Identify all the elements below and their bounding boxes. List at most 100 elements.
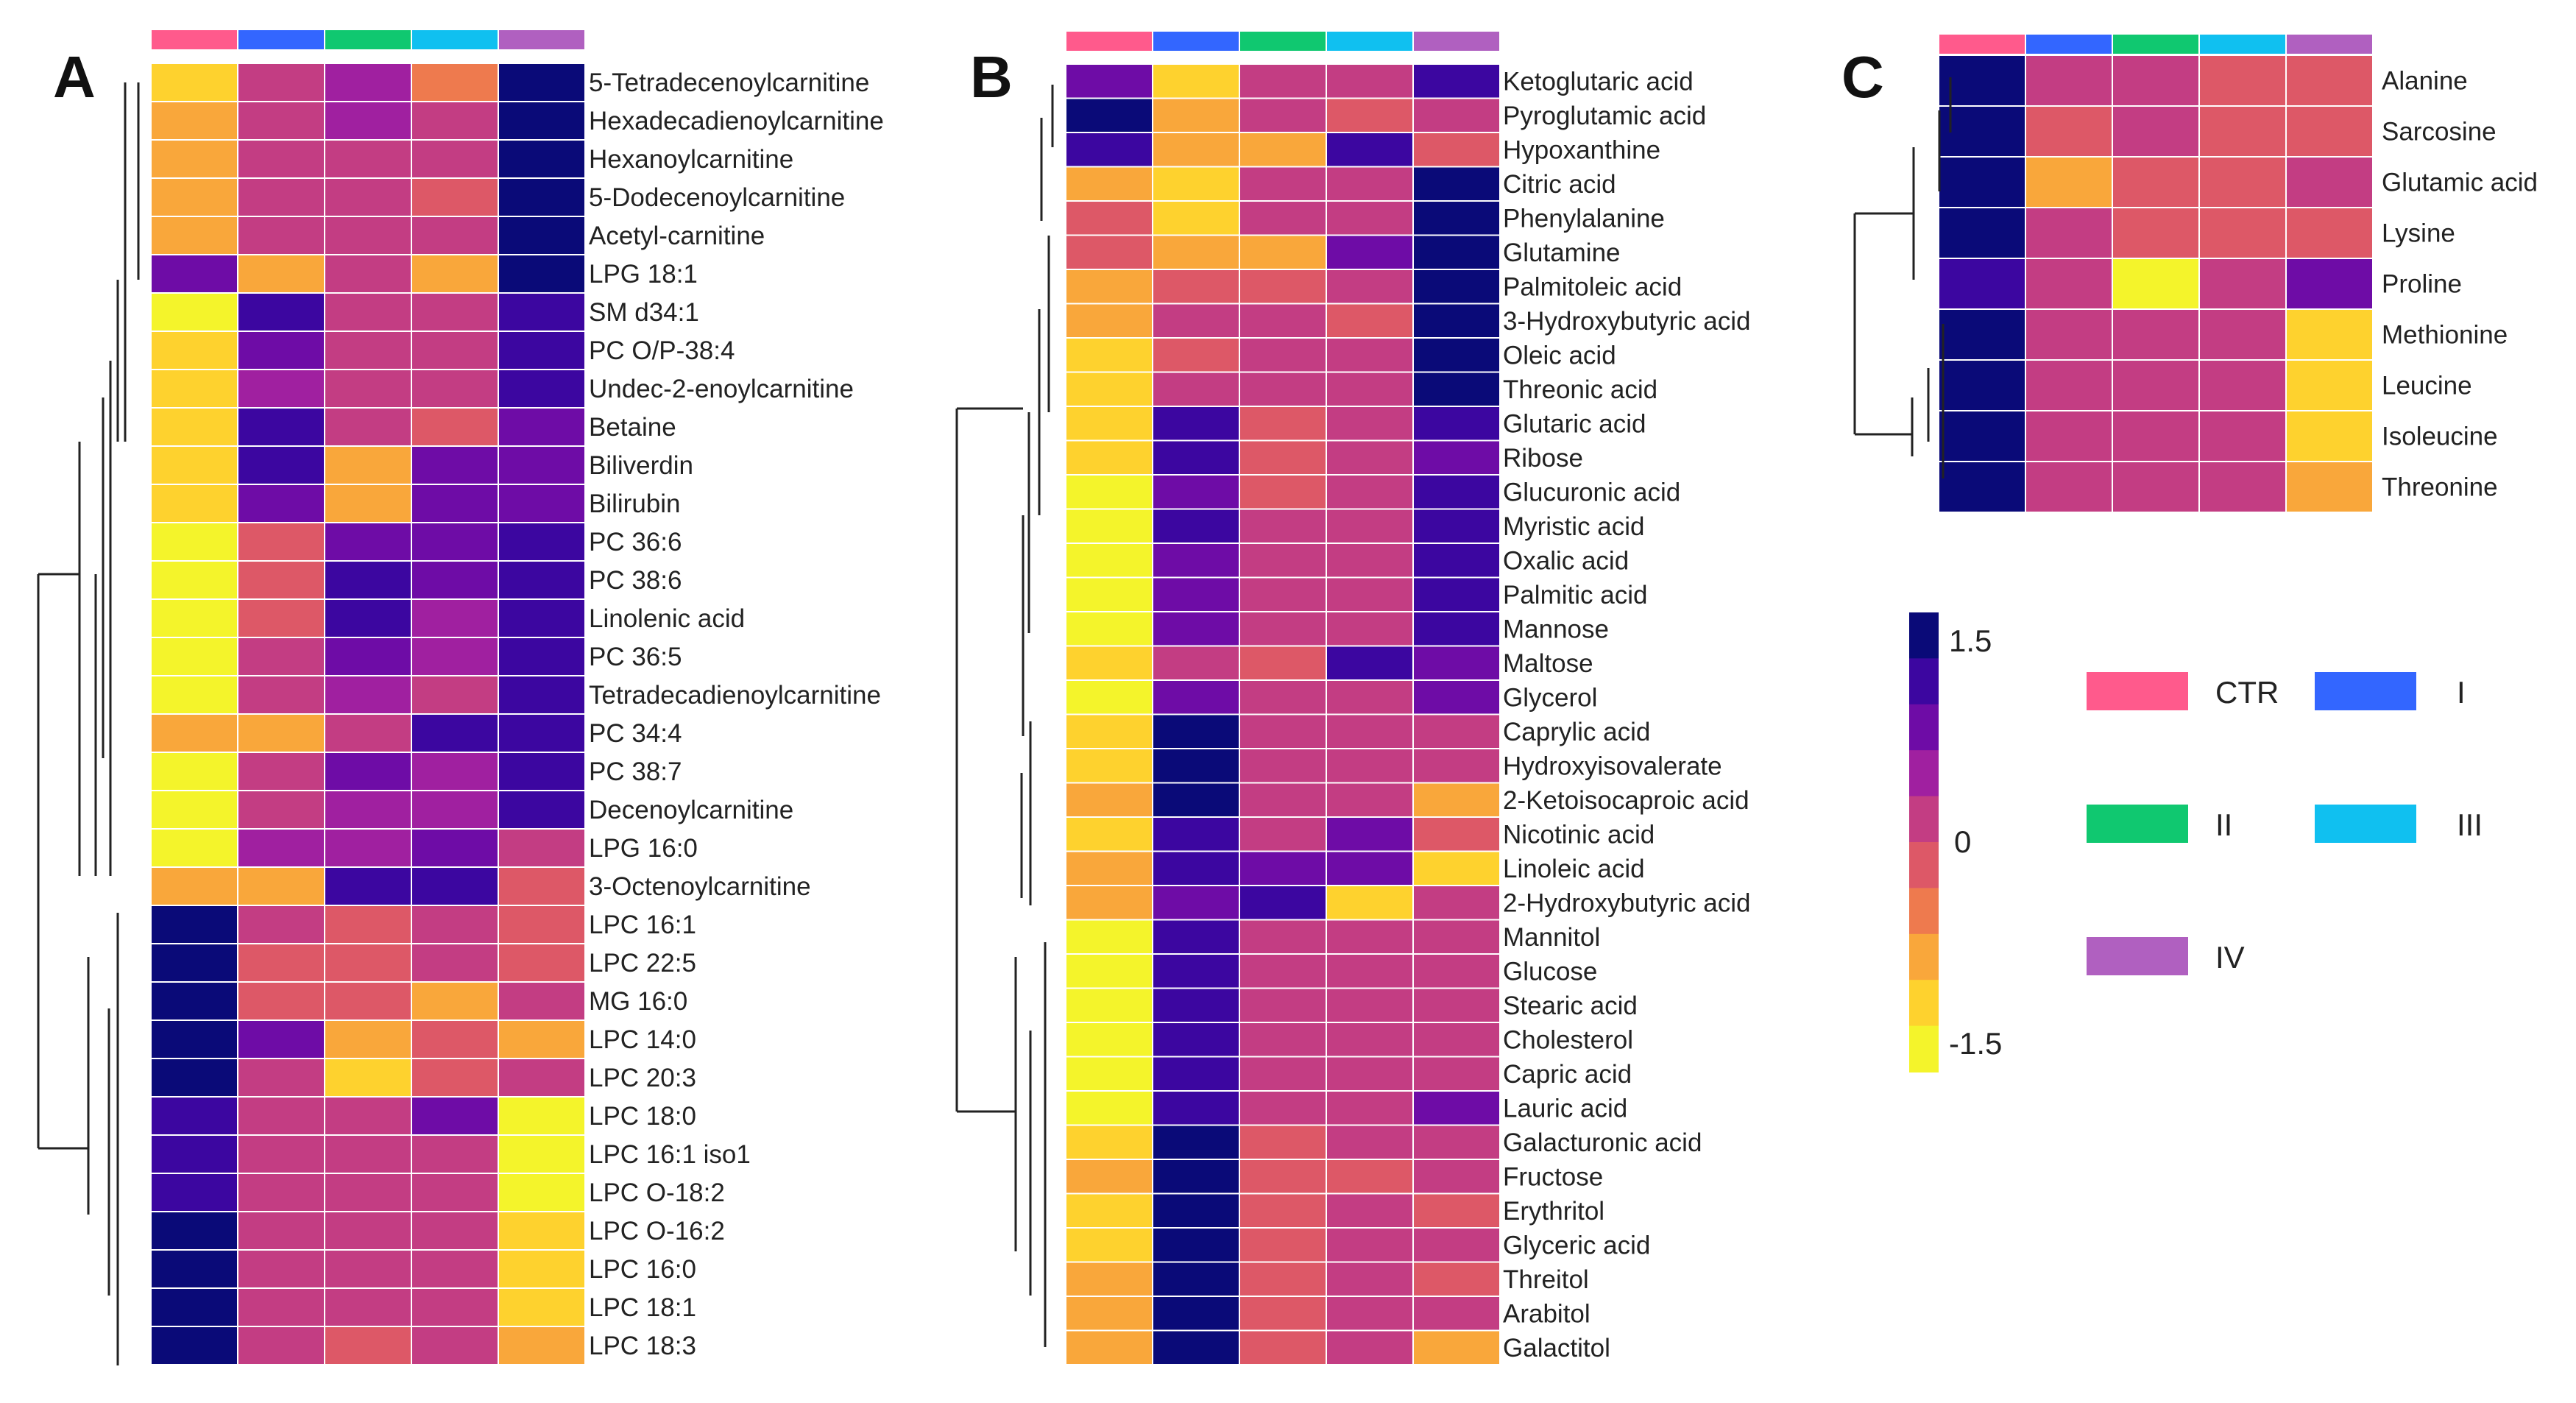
heatmap-cell xyxy=(1326,337,1414,373)
column-header-iii xyxy=(2198,33,2287,55)
heatmap-cell xyxy=(1239,1227,1327,1263)
heatmap-cell xyxy=(150,752,238,791)
row-label: Betaine xyxy=(589,413,676,442)
heatmap-cell xyxy=(1152,200,1240,236)
heatmap-cell xyxy=(150,1096,238,1136)
heatmap-cell xyxy=(411,1058,499,1098)
heatmap-cell xyxy=(2285,410,2374,462)
legend-label-iv: IV xyxy=(2215,940,2245,975)
heatmap-panel-a: 5-Tetradecenoylcarnitine Hexadecadienoylc… xyxy=(150,29,884,1365)
heatmap-cell xyxy=(1326,543,1414,579)
heatmap-cell xyxy=(324,1249,412,1289)
heatmap-cell xyxy=(1326,1261,1414,1297)
column-header-iii xyxy=(411,29,499,51)
heatmap-cell xyxy=(1065,816,1153,852)
heatmap-cell xyxy=(1326,645,1414,681)
heatmap-cell xyxy=(1412,782,1501,818)
heatmap-cell xyxy=(1239,1124,1327,1160)
heatmap-cell xyxy=(237,1019,325,1059)
heatmap-cell xyxy=(411,522,499,562)
heatmap-cell xyxy=(411,407,499,447)
heatmap-cell xyxy=(1239,576,1327,612)
heatmap-cell xyxy=(498,139,586,179)
heatmap-cell xyxy=(1239,1022,1327,1058)
column-header-ctr xyxy=(150,29,238,51)
row-label: MG 16:0 xyxy=(589,987,687,1016)
heatmap-cell xyxy=(324,484,412,523)
row-label: LPC O-18:2 xyxy=(589,1178,725,1207)
heatmap-cell xyxy=(1326,474,1414,510)
heatmap-cell xyxy=(324,216,412,255)
heatmap-cell xyxy=(1412,543,1501,579)
heatmap-cell xyxy=(1152,1296,1240,1332)
heatmap-cell xyxy=(498,905,586,944)
heatmap-cell xyxy=(150,177,238,217)
heatmap-cell xyxy=(1239,543,1327,579)
row-label: Biliverdin xyxy=(589,451,693,480)
heatmap-cell xyxy=(1326,97,1414,133)
heatmap-cell xyxy=(411,828,499,868)
heatmap-cell xyxy=(1065,474,1153,510)
heatmap-cell xyxy=(1326,987,1414,1023)
heatmap-cell xyxy=(150,713,238,753)
row-label: LPC 16:0 xyxy=(589,1255,696,1284)
heatmap-cell xyxy=(411,675,499,715)
heatmap-cell xyxy=(1239,953,1327,989)
heatmap-cell xyxy=(1065,1261,1153,1297)
heatmap-cell xyxy=(1152,987,1240,1023)
heatmap-cell xyxy=(1152,782,1240,818)
column-header-i xyxy=(237,29,325,51)
heatmap-cell xyxy=(1412,234,1501,270)
heatmap-cell xyxy=(411,177,499,217)
heatmap-cell xyxy=(498,63,586,102)
row-label: Stearic acid xyxy=(1503,992,1638,1020)
row-label: Pyroglutamic acid xyxy=(1503,102,1706,130)
heatmap-cell xyxy=(237,101,325,141)
heatmap-cell xyxy=(2285,359,2374,411)
heatmap-cell xyxy=(237,713,325,753)
row-label: Threonic acid xyxy=(1503,375,1657,404)
heatmap-cell xyxy=(1412,1124,1501,1160)
heatmap-cell xyxy=(1065,1090,1153,1126)
row-label: Methionine xyxy=(2382,321,2508,350)
heatmap-cell xyxy=(237,177,325,217)
heatmap-cell xyxy=(1239,371,1327,407)
heatmap-cell xyxy=(237,560,325,600)
heatmap-cell xyxy=(498,484,586,523)
heatmap-cell xyxy=(498,560,586,600)
heatmap-cell xyxy=(150,1134,238,1174)
heatmap-cell xyxy=(1326,132,1414,168)
heatmap-cell xyxy=(1326,816,1414,852)
heatmap-cell xyxy=(150,560,238,600)
heatmap-cell xyxy=(2025,359,2113,411)
heatmap-cell xyxy=(324,1173,412,1212)
row-label: Palmitic acid xyxy=(1503,581,1647,609)
row-label: Nicotinic acid xyxy=(1503,820,1655,849)
heatmap-cell xyxy=(1412,713,1501,749)
column-header-ii xyxy=(2112,33,2200,55)
heatmap-cell xyxy=(498,1287,586,1327)
heatmap-cell xyxy=(1065,303,1153,339)
row-label: Hypoxanthine xyxy=(1503,135,1660,164)
heatmap-cell xyxy=(1152,474,1240,510)
heatmap-cell xyxy=(1065,200,1153,236)
heatmap-cell xyxy=(237,63,325,102)
heatmap-cell xyxy=(1326,748,1414,784)
heatmap-cell xyxy=(1239,269,1327,305)
heatmap-cell xyxy=(237,1249,325,1289)
heatmap-cell xyxy=(1239,748,1327,784)
heatmap-cell xyxy=(1152,1124,1240,1160)
heatmap-cell xyxy=(324,139,412,179)
legend-swatch-iv xyxy=(2087,937,2188,975)
heatmap-cell xyxy=(1152,919,1240,955)
heatmap-cell xyxy=(237,1287,325,1327)
heatmap-cell xyxy=(1326,303,1414,339)
heatmap-cell xyxy=(2025,105,2113,158)
row-label: Linolenic acid xyxy=(589,604,745,633)
row-label: Sarcosine xyxy=(2382,118,2497,146)
heatmap-cell xyxy=(1412,303,1501,339)
row-label: Linoleic acid xyxy=(1503,855,1645,883)
heatmap-cell xyxy=(1065,1022,1153,1058)
heatmap-cell xyxy=(237,139,325,179)
heatmap-cell xyxy=(1239,97,1327,133)
